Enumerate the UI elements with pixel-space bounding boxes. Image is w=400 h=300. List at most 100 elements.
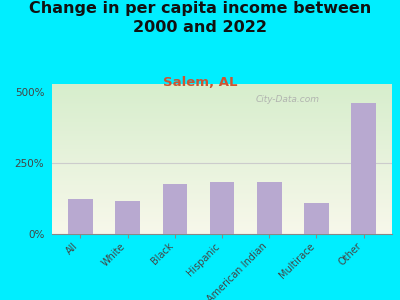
Bar bbox=[52, 202, 392, 203]
Bar bbox=[52, 107, 392, 108]
Bar bbox=[52, 207, 392, 208]
Bar bbox=[52, 196, 392, 197]
Text: City-Data.com: City-Data.com bbox=[256, 94, 320, 103]
Bar bbox=[52, 120, 392, 121]
Bar bbox=[52, 197, 392, 198]
Bar bbox=[52, 188, 392, 189]
Bar bbox=[52, 122, 392, 123]
Bar bbox=[52, 159, 392, 160]
Bar bbox=[52, 140, 392, 141]
Bar bbox=[52, 187, 392, 188]
Bar bbox=[52, 128, 392, 129]
Bar bbox=[52, 170, 392, 171]
Bar bbox=[162, 184, 187, 234]
Bar bbox=[52, 109, 392, 110]
Bar bbox=[52, 169, 392, 170]
Bar bbox=[52, 152, 392, 153]
Bar bbox=[52, 231, 392, 232]
Bar bbox=[52, 160, 392, 161]
Bar bbox=[52, 151, 392, 152]
Bar bbox=[52, 113, 392, 114]
Bar bbox=[52, 100, 392, 101]
Bar bbox=[52, 230, 392, 231]
Bar bbox=[52, 84, 392, 85]
Bar bbox=[52, 112, 392, 113]
Bar bbox=[52, 175, 392, 176]
Bar bbox=[52, 130, 392, 131]
Bar bbox=[52, 190, 392, 191]
Bar bbox=[52, 106, 392, 107]
Bar bbox=[52, 213, 392, 214]
Bar bbox=[52, 216, 392, 217]
Bar bbox=[52, 87, 392, 88]
Bar bbox=[52, 174, 392, 175]
Bar bbox=[52, 161, 392, 162]
Bar bbox=[52, 100, 392, 101]
Bar bbox=[52, 201, 392, 202]
Bar bbox=[52, 115, 392, 116]
Bar bbox=[52, 88, 392, 89]
Bar bbox=[52, 225, 392, 226]
Bar bbox=[52, 200, 392, 201]
Bar bbox=[304, 203, 329, 234]
Bar bbox=[52, 211, 392, 212]
Bar bbox=[52, 117, 392, 118]
Bar bbox=[52, 224, 392, 225]
Bar bbox=[52, 206, 392, 207]
Bar bbox=[52, 149, 392, 150]
Bar bbox=[52, 228, 392, 229]
Bar bbox=[52, 203, 392, 204]
Bar bbox=[52, 223, 392, 224]
Bar bbox=[52, 214, 392, 215]
Bar bbox=[52, 103, 392, 104]
Bar bbox=[52, 169, 392, 170]
Bar bbox=[52, 180, 392, 181]
Bar bbox=[115, 201, 140, 234]
Bar bbox=[52, 89, 392, 90]
Bar bbox=[52, 186, 392, 187]
Bar bbox=[52, 148, 392, 149]
Bar bbox=[52, 218, 392, 219]
Bar bbox=[52, 150, 392, 151]
Bar bbox=[52, 199, 392, 200]
Bar bbox=[52, 110, 392, 111]
Bar bbox=[52, 208, 392, 209]
Bar bbox=[52, 219, 392, 220]
Bar bbox=[52, 155, 392, 156]
Bar bbox=[52, 116, 392, 117]
Bar bbox=[52, 131, 392, 132]
Bar bbox=[52, 160, 392, 161]
Bar bbox=[52, 119, 392, 120]
Bar bbox=[52, 136, 392, 137]
Bar bbox=[52, 93, 392, 94]
Bar bbox=[52, 114, 392, 115]
Bar bbox=[52, 232, 392, 233]
Bar bbox=[52, 124, 392, 125]
Bar bbox=[52, 137, 392, 138]
Bar bbox=[52, 221, 392, 222]
Bar bbox=[52, 94, 392, 95]
Bar bbox=[52, 173, 392, 174]
Bar bbox=[52, 189, 392, 190]
Bar bbox=[52, 121, 392, 122]
Bar bbox=[52, 163, 392, 164]
Bar bbox=[52, 97, 392, 98]
Bar bbox=[52, 210, 392, 211]
Bar bbox=[52, 222, 392, 223]
Bar bbox=[52, 198, 392, 199]
Bar bbox=[52, 86, 392, 87]
Bar bbox=[52, 146, 392, 147]
Bar bbox=[52, 153, 392, 154]
Text: Salem, AL: Salem, AL bbox=[163, 76, 237, 89]
Bar bbox=[52, 217, 392, 218]
Bar bbox=[52, 166, 392, 167]
Bar bbox=[52, 123, 392, 124]
Bar bbox=[52, 95, 392, 96]
Bar bbox=[52, 154, 392, 155]
Bar bbox=[52, 164, 392, 165]
Bar bbox=[52, 157, 392, 158]
Bar bbox=[52, 145, 392, 146]
Bar bbox=[52, 125, 392, 126]
Bar bbox=[52, 111, 392, 112]
Bar bbox=[52, 143, 392, 144]
